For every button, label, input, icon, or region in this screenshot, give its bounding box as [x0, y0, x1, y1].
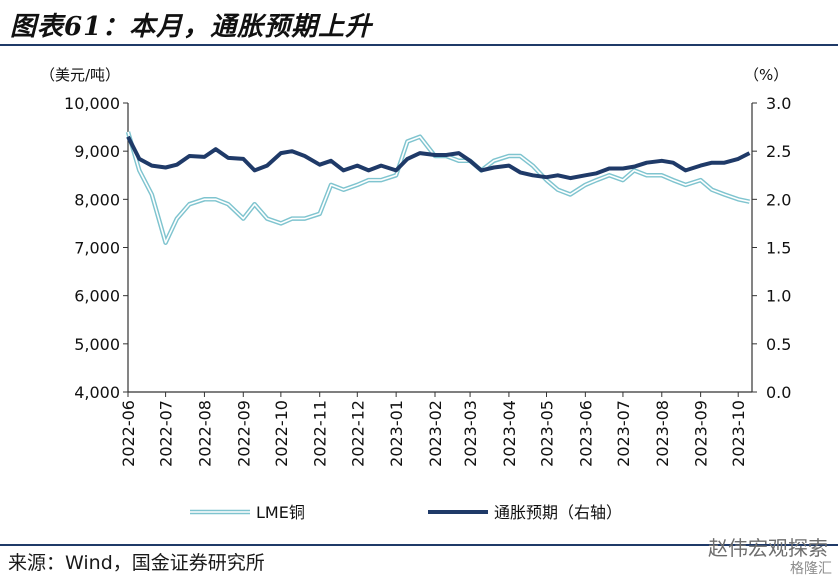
left-tick-label: 10,000: [64, 94, 120, 113]
left-tick-label: 5,000: [74, 335, 120, 354]
right-tick-label: 0.5: [766, 335, 791, 354]
x-tick-label: 2022-08: [195, 400, 214, 467]
left-tick-label: 6,000: [74, 287, 120, 306]
x-tick-label: 2023-03: [461, 400, 480, 467]
x-tick-label: 2023-09: [692, 400, 711, 467]
inflation-expectation-line: [126, 135, 751, 181]
x-tick-label: 2023-10: [729, 400, 748, 467]
x-tick-label: 2023-02: [426, 400, 445, 467]
source-rule: [0, 544, 838, 546]
watermark-sub: 格隆汇: [790, 561, 832, 577]
legend-copper-label: LME铜: [256, 503, 305, 522]
x-tick-label: 2023-04: [500, 400, 519, 467]
legend-inflation-label: 通胀预期（右轴）: [494, 503, 622, 522]
x-tick-label: 2023-05: [538, 400, 557, 467]
x-tick-label: 2023-01: [387, 400, 406, 467]
x-tick-label: 2023-07: [614, 400, 633, 467]
right-tick-label: 1.0: [766, 287, 791, 306]
left-tick-label: 4,000: [74, 383, 120, 402]
x-tick-label: 2022-09: [234, 400, 253, 467]
left-tick-label: 7,000: [74, 239, 120, 258]
right-tick-label: 3.0: [766, 94, 791, 113]
lme-copper-line: [125, 131, 750, 245]
left-tick-label: 8,000: [74, 190, 120, 209]
x-tick-label: 2022-12: [348, 400, 367, 467]
right-tick-label: 0.0: [766, 383, 791, 402]
left-tick-label: 9,000: [74, 142, 120, 161]
x-tick-label: 2022-06: [119, 400, 138, 467]
x-tick-label: 2022-10: [272, 400, 291, 467]
right-tick-label: 1.5: [766, 239, 791, 258]
x-tick-label: 2023-08: [653, 400, 672, 467]
chart-title: 图表61：本月，通胀预期上升: [10, 12, 373, 42]
left-axis-unit: （美元/吨）: [40, 66, 120, 84]
lme-copper-line-inner: [127, 131, 750, 244]
watermark: 赵伟宏观探索: [708, 536, 828, 560]
right-tick-label: 2.5: [766, 142, 791, 161]
x-tick-label: 2022-07: [157, 400, 176, 467]
x-tick-label: 2023-06: [576, 400, 595, 467]
right-tick-label: 2.0: [766, 190, 791, 209]
x-tick-label: 2022-11: [311, 400, 330, 467]
title-rule: [0, 44, 838, 46]
right-axis-unit: （%）: [744, 66, 788, 84]
source-note: 来源：Wind，国金证券研究所: [8, 552, 265, 574]
